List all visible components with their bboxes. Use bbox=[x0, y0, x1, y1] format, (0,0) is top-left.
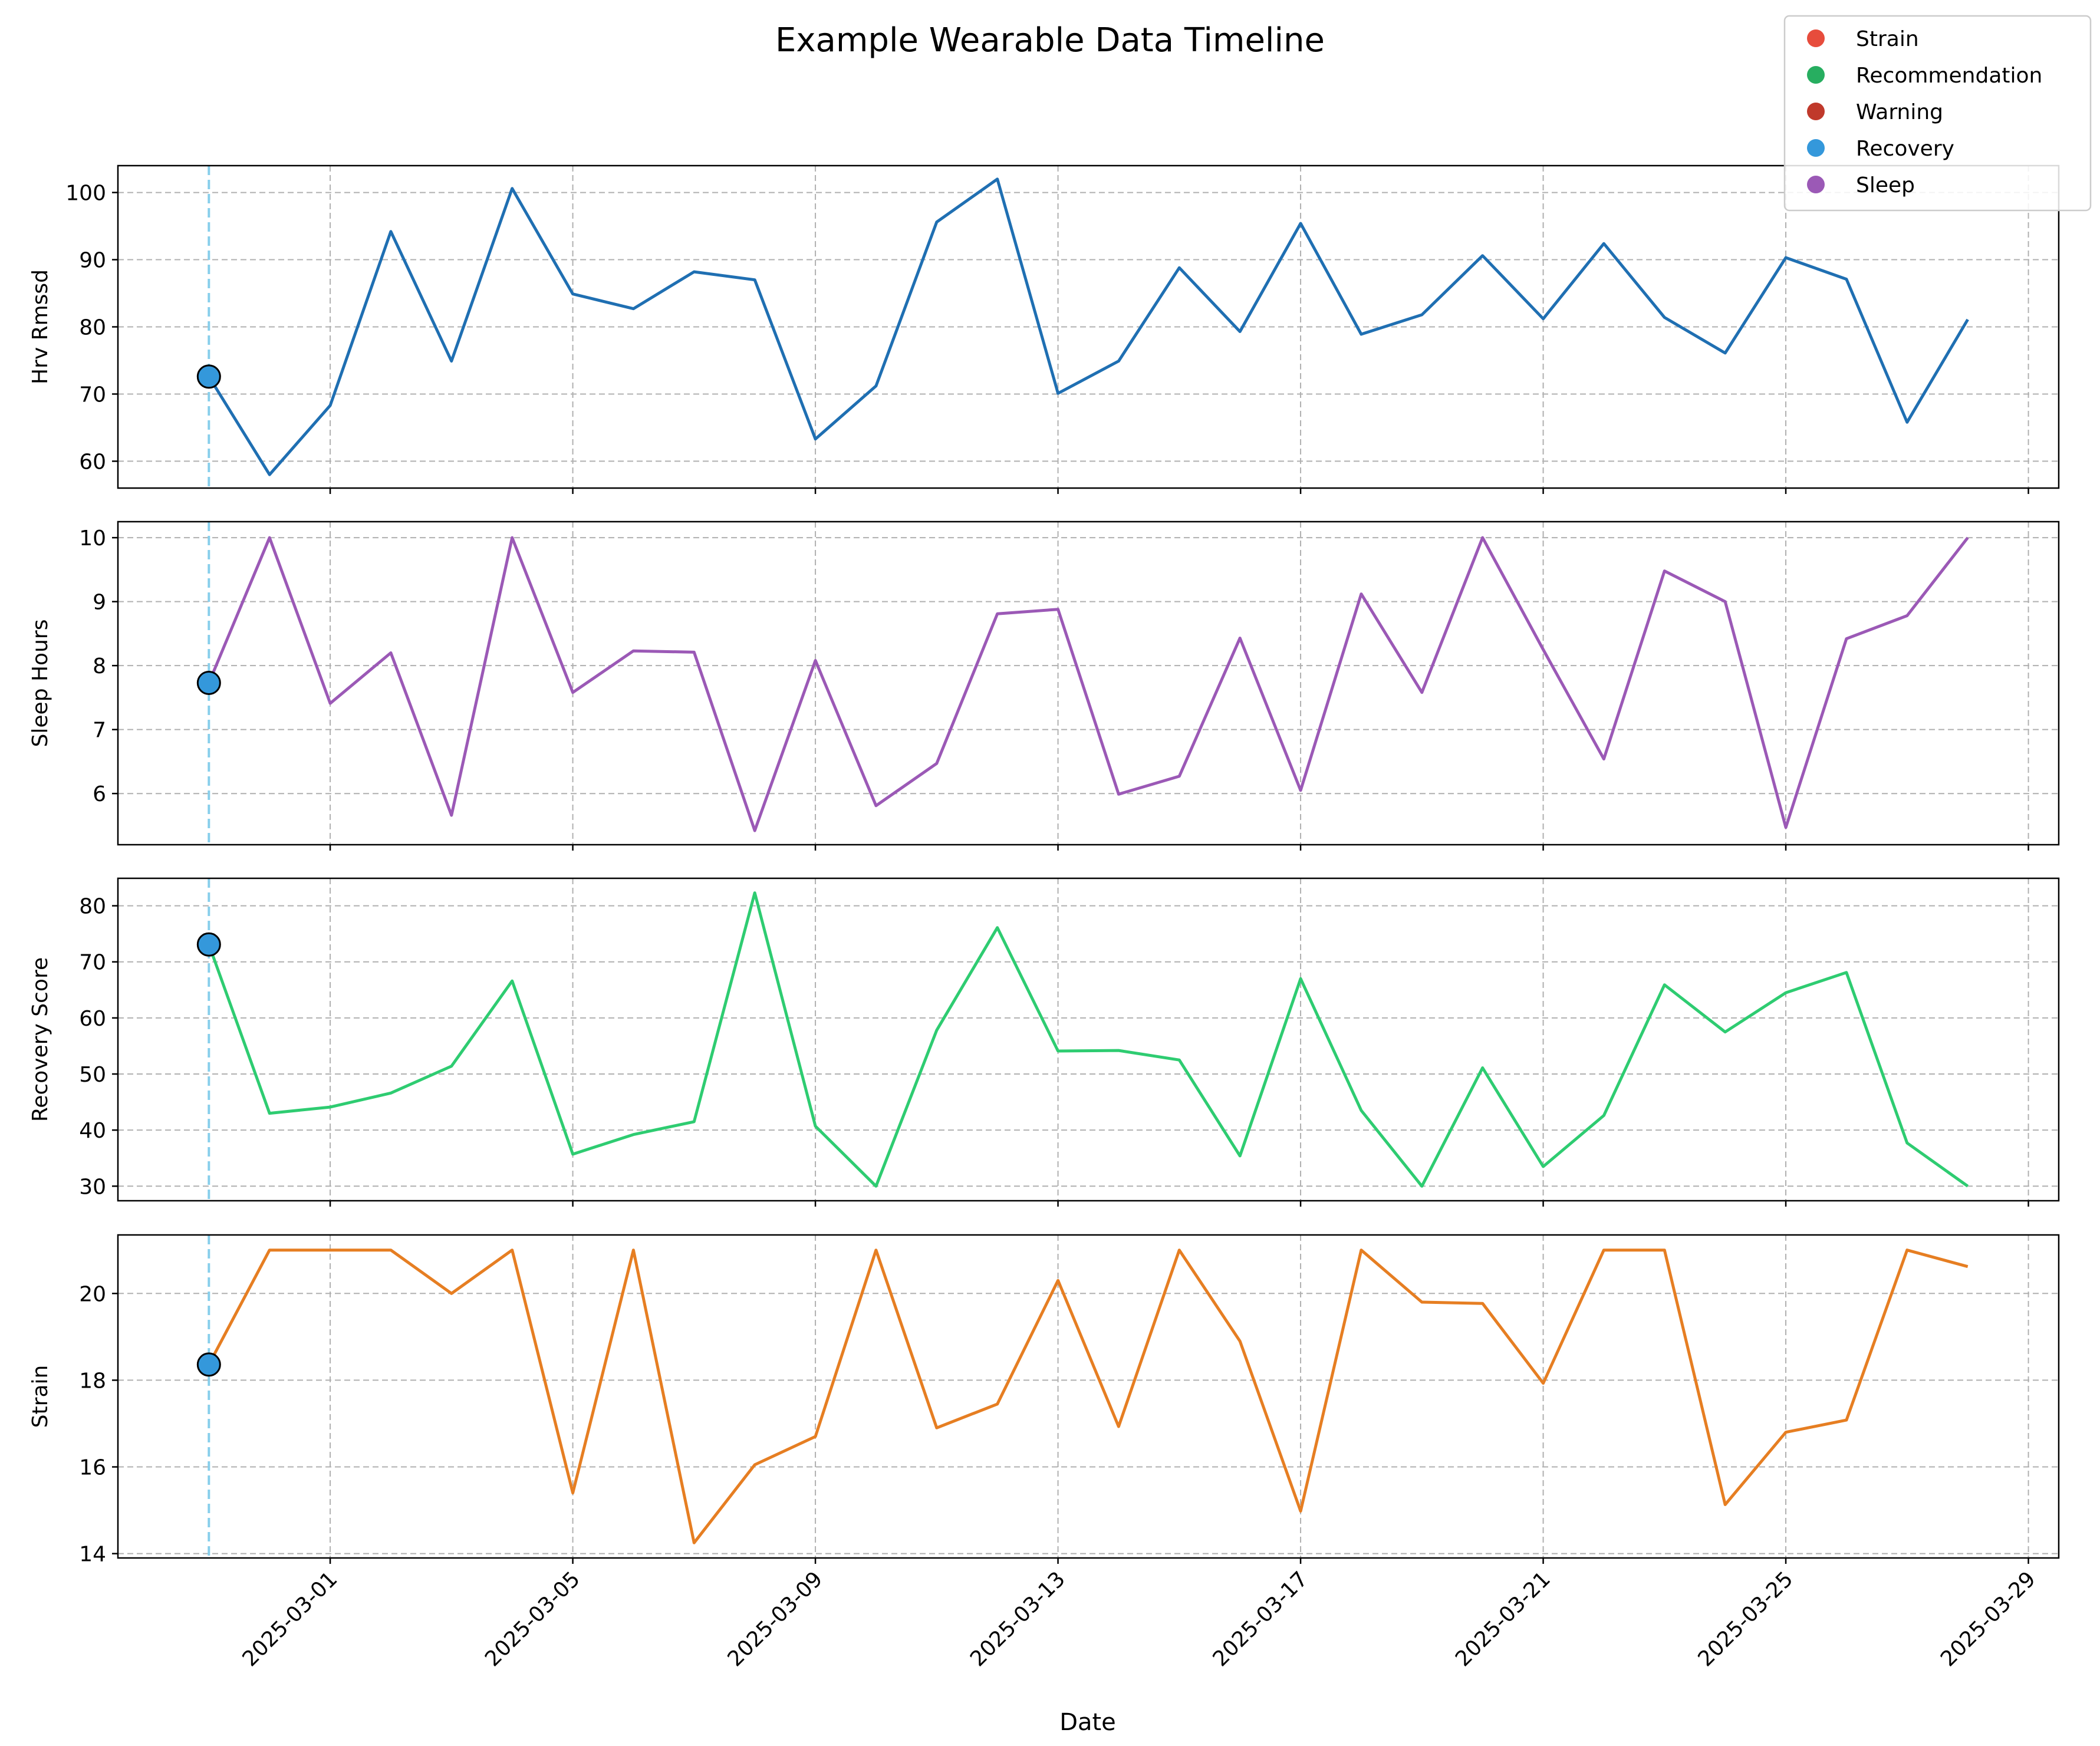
y-axis-label: Strain bbox=[28, 1365, 52, 1428]
legend-marker bbox=[1807, 103, 1825, 120]
event-marker-point bbox=[198, 671, 220, 694]
legend: Strain Recommendation Warning Recovery Sleep bbox=[1785, 16, 2091, 210]
chart-title: Example Wearable Data Timeline bbox=[775, 21, 1325, 60]
y-tick-label: 30 bbox=[79, 1175, 106, 1199]
y-tick-label: 50 bbox=[79, 1063, 106, 1087]
y-tick-label: 60 bbox=[79, 450, 106, 474]
legend-marker bbox=[1807, 29, 1825, 47]
y-tick-label: 40 bbox=[79, 1119, 106, 1143]
y-axis-label: Hrv Rmssd bbox=[28, 269, 52, 384]
y-tick-label: 90 bbox=[79, 249, 106, 273]
event-marker-point bbox=[198, 933, 220, 956]
event-marker-point bbox=[198, 1353, 220, 1376]
y-tick-label: 80 bbox=[79, 895, 106, 919]
y-tick-label: 18 bbox=[79, 1369, 106, 1393]
y-axis-label: Sleep Hours bbox=[28, 620, 52, 747]
y-tick-label: 80 bbox=[79, 316, 106, 340]
legend-label: Recovery bbox=[1856, 137, 1954, 161]
y-tick-label: 60 bbox=[79, 1007, 106, 1031]
y-tick-label: 8 bbox=[93, 654, 106, 678]
y-tick-label: 100 bbox=[65, 182, 106, 206]
x-axis-label: Date bbox=[1059, 1709, 1116, 1736]
y-tick-label: 10 bbox=[79, 526, 106, 551]
y-tick-label: 9 bbox=[93, 591, 106, 615]
y-tick-label: 70 bbox=[79, 383, 106, 407]
legend-marker bbox=[1807, 176, 1825, 193]
y-tick-label: 7 bbox=[93, 719, 106, 743]
y-tick-label: 16 bbox=[79, 1456, 106, 1480]
legend-marker bbox=[1807, 139, 1825, 157]
event-marker-point bbox=[198, 365, 220, 388]
y-axis-label: Recovery Score bbox=[28, 957, 52, 1122]
y-tick-label: 20 bbox=[79, 1282, 106, 1306]
y-tick-label: 14 bbox=[79, 1543, 106, 1567]
legend-label: Recommendation bbox=[1856, 64, 2042, 88]
legend-marker bbox=[1807, 66, 1825, 84]
legend-label: Sleep bbox=[1856, 173, 1915, 197]
y-tick-label: 70 bbox=[79, 951, 106, 975]
y-tick-label: 6 bbox=[93, 782, 106, 806]
legend-label: Warning bbox=[1856, 100, 1943, 124]
legend-label: Strain bbox=[1856, 27, 1919, 51]
